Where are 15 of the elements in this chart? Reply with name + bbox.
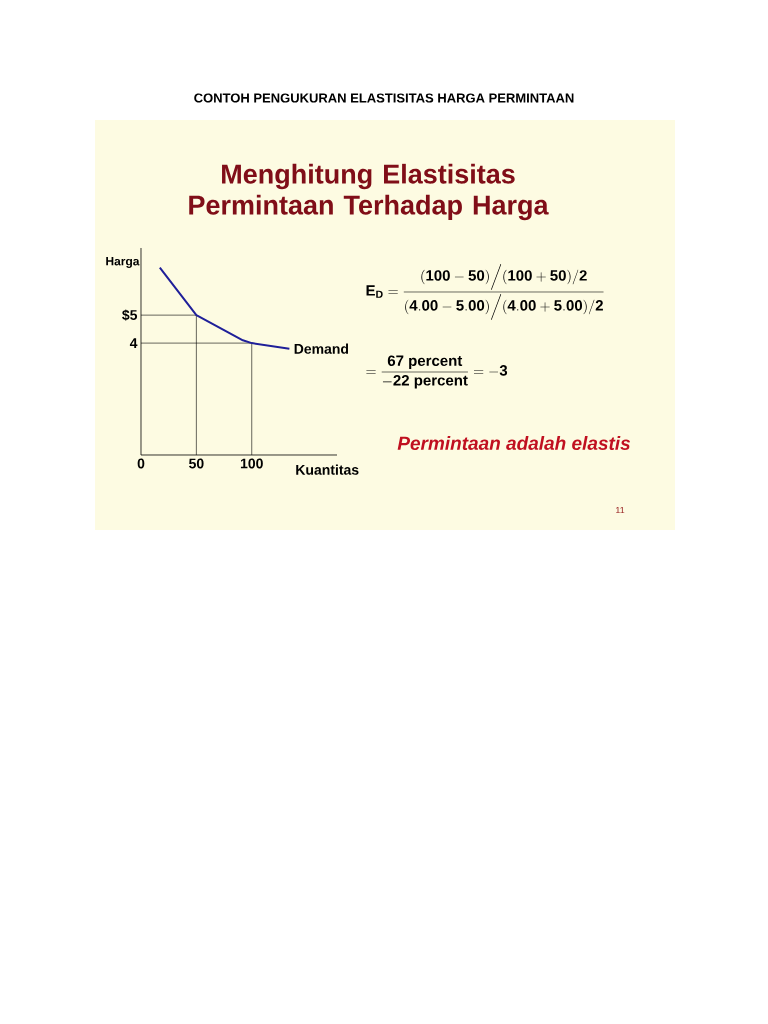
y-tick-label: 4 — [129, 338, 138, 348]
x-tick-label: 50 — [189, 458, 204, 469]
x-tick-label: 0 — [137, 458, 145, 469]
y-tick-label: $5 — [122, 309, 138, 321]
x-axis-title: Kuantitas — [296, 464, 359, 475]
text: $=\dfrac{\mathbf{67\ percent}}{\mathbf{-22\ percent}}=\mathbf{-3}$ — [366, 355, 508, 389]
x-tick-label: 100 — [240, 458, 263, 469]
text: Permintaan adalah elastis — [397, 436, 631, 450]
text: $\mathbf{E}_{\mathbf{D}}=\dfrac{\mathbf{(100-50)}\Big/\mathbf{(100+50)/2}}{\mathbf{(4.00-5.00)}\Big/\mathbf{(4.00+5.00)/2}}$ — [366, 264, 604, 320]
y-axis-title: Harga — [106, 257, 140, 268]
series-label: Demand — [294, 343, 349, 354]
text: 11 — [616, 506, 625, 514]
line-series — [158, 266, 291, 350]
text: CONTOH PENGUKURAN ELASTISITAS HARGA PERMINTAAN — [194, 93, 574, 103]
chart-subtitle: Menghitung Elastisitas Permintaan Terhadap Harga — [189, 163, 549, 221]
